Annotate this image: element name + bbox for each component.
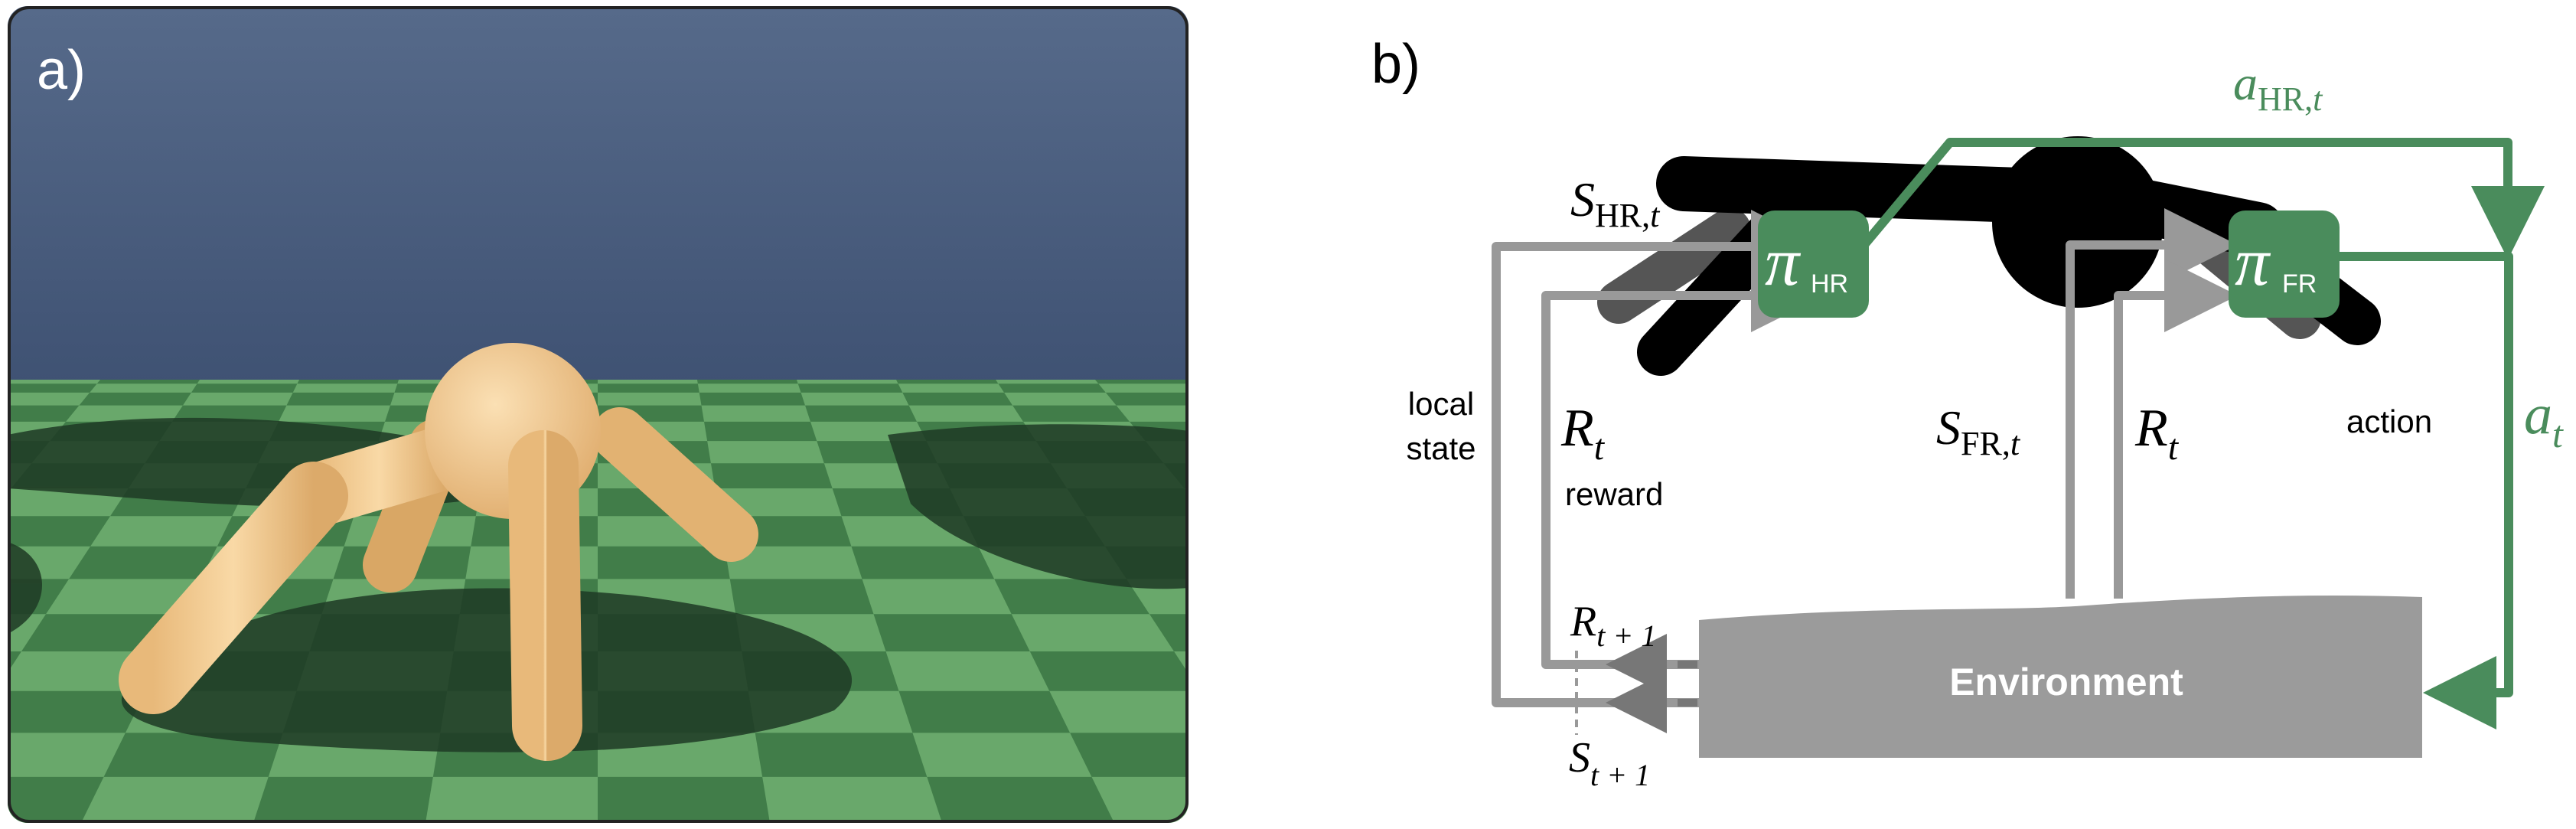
s-fr-label: SFR,t: [1936, 400, 2021, 462]
policy-fr-symbol: π: [2235, 224, 2271, 300]
fr-action-arrow: [2311, 252, 2513, 729]
floor-tile: [8, 516, 111, 547]
state-fr-arrow: [2066, 208, 2238, 599]
policy-fr-subscript: FR: [2282, 269, 2317, 299]
environment-label: Environment: [1949, 661, 2183, 703]
floor-tile: [896, 380, 999, 384]
floor-tile: [805, 405, 917, 422]
floor-tile: [699, 392, 806, 406]
panel-b-label: b): [1371, 34, 1420, 95]
local-state-label-line1: local: [1408, 386, 1474, 422]
policy-fr-box: π FR: [2229, 211, 2340, 318]
sky: [8, 6, 1189, 385]
floor-tile: [79, 392, 191, 406]
floor-tile: [8, 405, 80, 422]
next-step-arrows: [1606, 634, 1697, 733]
floor-tile: [598, 776, 770, 823]
a-t-label: at: [2524, 383, 2564, 455]
floor-tile: [873, 614, 1030, 652]
floor-tile: [1012, 405, 1130, 422]
floor-tile: [8, 383, 97, 393]
floor-tile: [710, 463, 833, 489]
environment-block: [1699, 596, 2422, 758]
floor-tile: [729, 579, 874, 615]
floor-tile: [286, 392, 395, 406]
floor-tile: [994, 579, 1149, 615]
robot-leg-back-right: [592, 407, 758, 562]
floor-tile: [8, 776, 104, 823]
r-next-label: Rt + 1: [1570, 598, 1656, 653]
a-hr-label: aHR,t: [2233, 56, 2323, 118]
floor-tile: [172, 405, 287, 422]
floor-tile: [902, 392, 1013, 406]
policy-hr-box: π HR: [1758, 211, 1869, 318]
floor-tile: [998, 383, 1106, 393]
floor-tile: [191, 383, 298, 393]
floor-tile: [1105, 392, 1189, 406]
floor-tile: [96, 380, 201, 384]
s-next-label: St + 1: [1569, 734, 1650, 792]
floor-tile: [1029, 651, 1189, 691]
reward-fr-arrow: [2114, 259, 2238, 599]
floor-tile: [8, 690, 146, 733]
floor-tile: [755, 733, 928, 777]
floor-tile: [103, 733, 283, 777]
policy-hr-symbol: π: [1765, 224, 1802, 300]
panel-a-frame: [8, 6, 1189, 823]
floor-tile: [69, 546, 217, 579]
floor-tile: [797, 383, 903, 393]
hr-action-arrow: [1831, 138, 2545, 282]
reward-label: reward: [1565, 476, 1663, 512]
s-hr-label: SHR,t: [1570, 172, 1661, 234]
floor-tile: [598, 383, 699, 393]
floor-tile: [927, 776, 1114, 823]
floor-tile: [1095, 380, 1189, 384]
floor-tile: [898, 690, 1071, 733]
control-diagram: b) Environment π HR π FR: [1371, 34, 2564, 792]
floor-tile: [1070, 733, 1189, 777]
policy-hr-subscript: HR: [1811, 269, 1848, 299]
floor-tile: [297, 380, 399, 384]
r-right-label: Rt: [2134, 399, 2180, 468]
robot-lower-leg-front-left: [119, 462, 348, 714]
quadruped-robot: [119, 343, 758, 761]
local-state-label-line2: state: [1406, 430, 1475, 466]
action-label: action: [2346, 403, 2432, 439]
floor-tile: [598, 546, 730, 579]
panel-a-label: a): [37, 40, 86, 101]
floor-tile: [253, 776, 433, 823]
floor-tile: [851, 546, 995, 579]
action-lines: [1831, 138, 2545, 729]
floor-tile: [697, 380, 798, 384]
r-left-label: Rt: [1560, 399, 1606, 468]
floor-tile: [703, 421, 817, 442]
robot-leg-front-right: [508, 430, 582, 761]
simulation-render: a): [8, 6, 1189, 823]
